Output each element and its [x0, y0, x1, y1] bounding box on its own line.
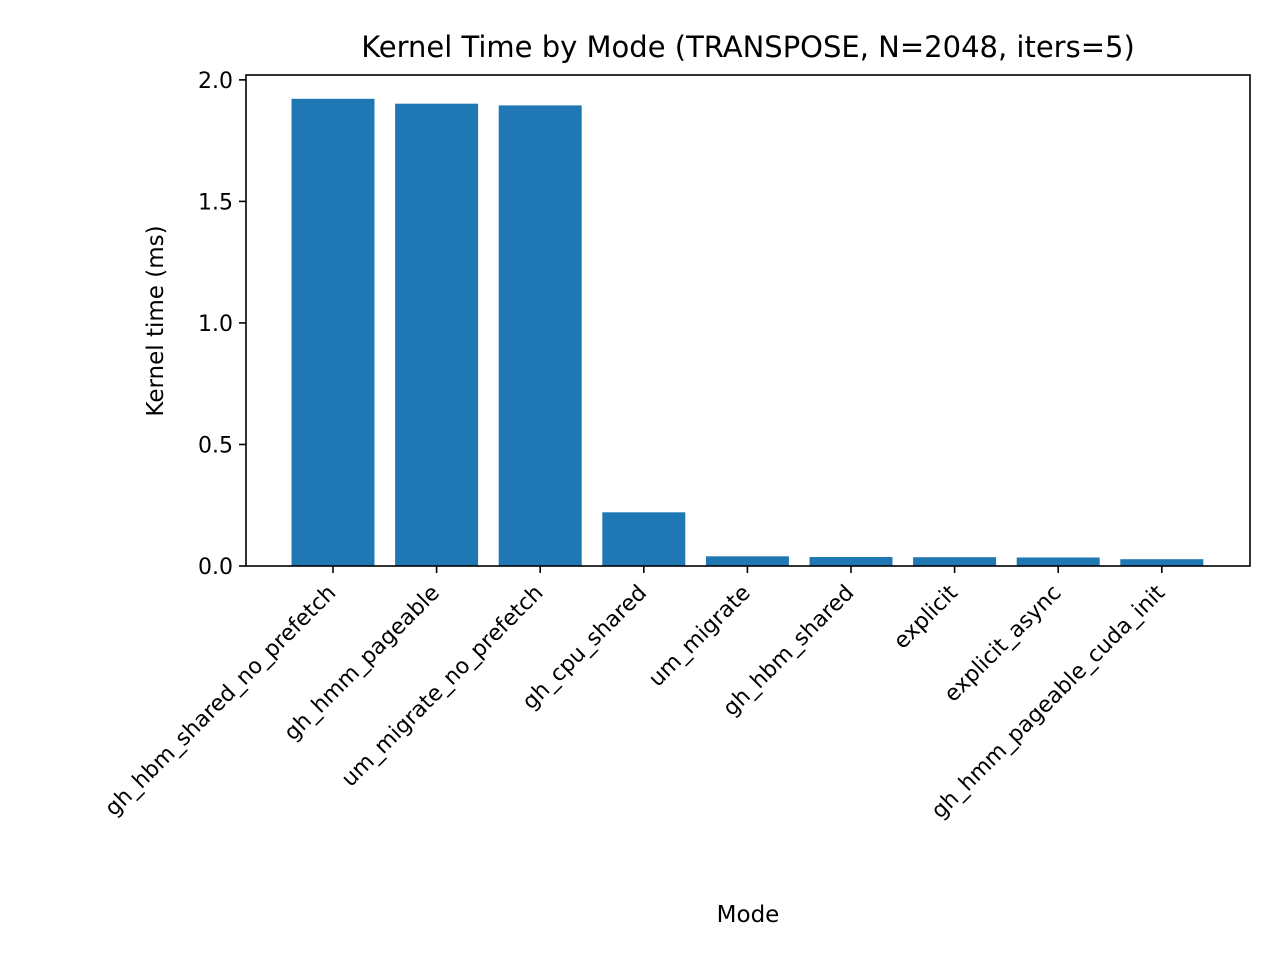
y-tick-label-1.0: 1.0 — [198, 312, 233, 337]
x-tick-label-gh_hbm_shared_no_prefetch: gh_hbm_shared_no_prefetch — [100, 581, 341, 822]
bar-gh_hbm_shared_no_prefetch — [291, 98, 375, 567]
y-tick-label-0.0: 0.0 — [198, 555, 233, 580]
chart-title: Kernel Time by Mode (TRANSPOSE, N=2048, … — [361, 30, 1135, 64]
bar-um_migrate — [705, 556, 789, 566]
bar-explicit — [913, 557, 997, 566]
bar-explicit_async — [1016, 557, 1100, 566]
x-axis: gh_hbm_shared_no_prefetch gh_hmm_pageable… — [100, 566, 1170, 824]
bar-gh_hmm_pageable — [395, 103, 479, 566]
plot-frame — [245, 74, 1251, 567]
bar-gh_hmm_pageable_cuda_init — [1120, 559, 1204, 566]
y-tick-label-1.5: 1.5 — [198, 190, 233, 215]
x-tick-label-explicit: explicit — [889, 580, 963, 654]
bars-group — [291, 98, 1204, 567]
x-axis-label: Mode — [717, 902, 780, 928]
x-tick-label-um_migrate_no_prefetch: um_migrate_no_prefetch — [337, 581, 548, 792]
bar-um_migrate_no_prefetch — [498, 105, 582, 567]
y-axis: 0.0 0.5 1.0 1.5 2.0 — [198, 69, 246, 580]
y-tick-label-2.0: 2.0 — [198, 69, 233, 94]
y-tick-label-0.5: 0.5 — [198, 433, 233, 458]
x-tick-label-gh_hmm_pageable_cuda_init: gh_hmm_pageable_cuda_init — [927, 580, 1171, 824]
bar-gh_hbm_shared — [809, 557, 893, 566]
bar-gh_cpu_shared — [602, 512, 686, 566]
y-axis-label: Kernel time (ms) — [143, 225, 169, 416]
x-tick-label-um_migrate: um_migrate — [644, 581, 755, 692]
